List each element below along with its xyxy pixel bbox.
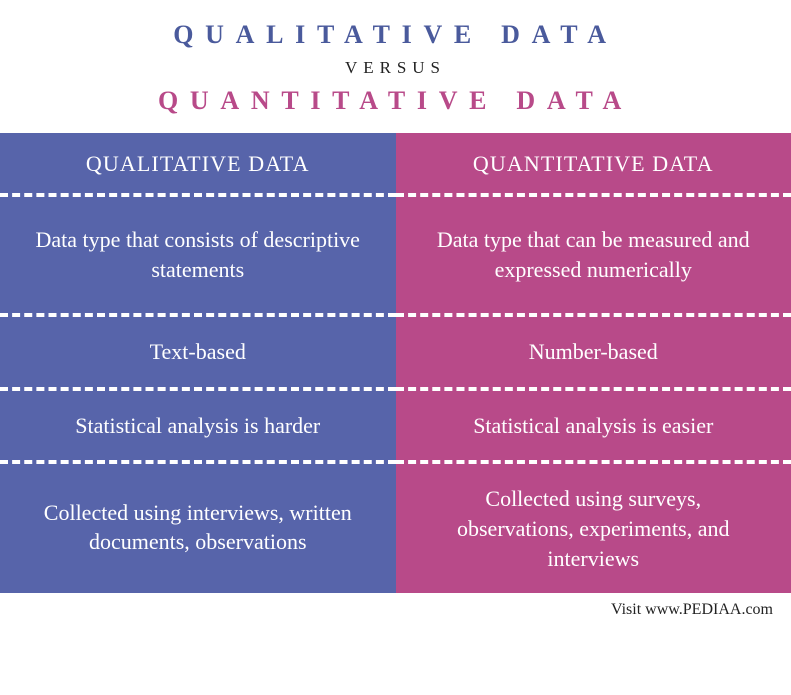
comparison-columns: QUALITATIVE DATA Data type that consists…	[0, 133, 791, 593]
left-row-3: Statistical analysis is harder	[0, 387, 396, 461]
title-qualitative: QUALITATIVE DATA	[0, 18, 791, 52]
title-quantitative: QUANTITATIVE DATA	[0, 84, 791, 118]
left-row-4: Collected using interviews, written docu…	[0, 460, 396, 590]
right-row-4: Collected using surveys, observations, e…	[396, 460, 791, 593]
right-row-3: Statistical analysis is easier	[396, 387, 791, 461]
title-versus: VERSUS	[0, 52, 791, 84]
right-col-header: QUANTITATIVE DATA	[396, 133, 791, 193]
left-row-2: Text-based	[0, 313, 396, 387]
left-col-header: QUALITATIVE DATA	[0, 133, 396, 193]
left-row-1: Data type that consists of descriptive s…	[0, 193, 396, 313]
right-row-1: Data type that can be measured and expre…	[396, 193, 791, 313]
right-row-2: Number-based	[396, 313, 791, 387]
footer-credit: Visit www.PEDIAA.com	[0, 593, 791, 619]
header: QUALITATIVE DATA VERSUS QUANTITATIVE DAT…	[0, 0, 791, 133]
left-column: QUALITATIVE DATA Data type that consists…	[0, 133, 396, 593]
right-column: QUANTITATIVE DATA Data type that can be …	[396, 133, 791, 593]
